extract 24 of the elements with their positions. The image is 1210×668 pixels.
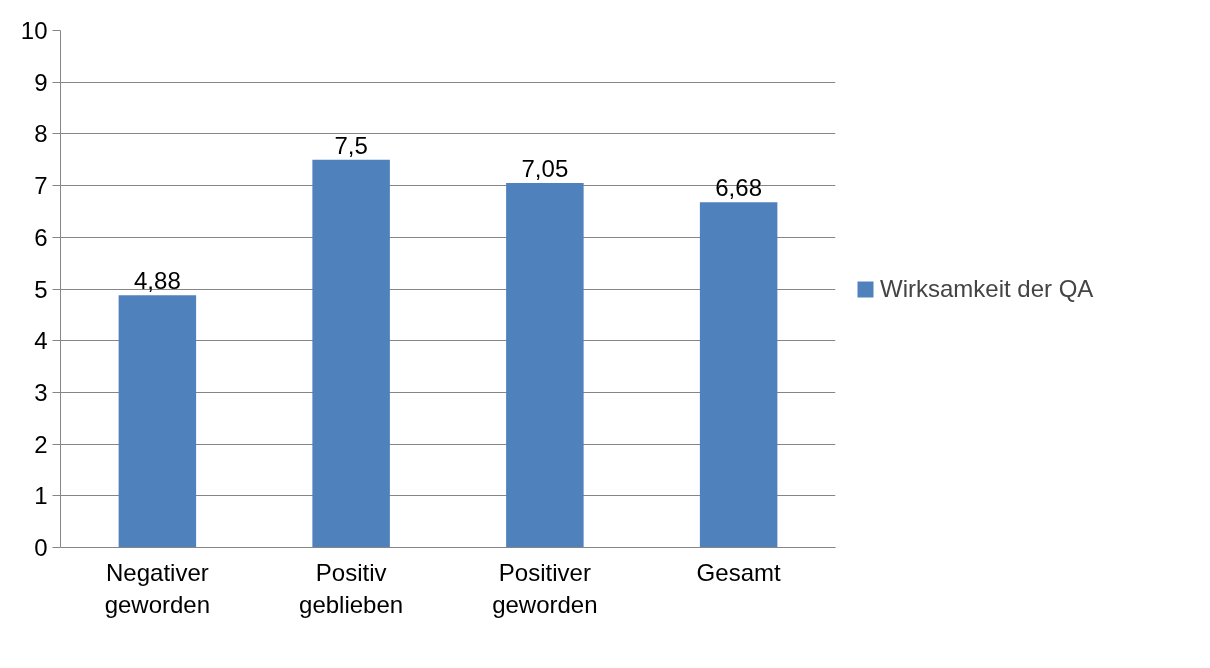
legend-label: Wirksamkeit der QA	[880, 274, 1094, 303]
data-label: 7,05	[521, 155, 569, 183]
y-tick-label: 9	[34, 68, 48, 96]
y-tick-label: 2	[34, 430, 48, 458]
y-tick-label: 1	[34, 482, 48, 510]
bar	[312, 159, 390, 548]
x-tick-label: Positiv geblieben	[299, 558, 404, 618]
x-tick-label: Positiver geworden	[492, 558, 598, 618]
y-tick-label: 0	[34, 534, 48, 561]
data-label: 4,88	[134, 267, 181, 295]
y-tick-label: 4	[34, 327, 48, 355]
bar	[699, 202, 778, 548]
y-tick-label: 3	[34, 378, 48, 406]
y-tick-label: 5	[34, 275, 48, 303]
y-tick-label: 7	[34, 172, 48, 200]
data-label: 6,68	[715, 174, 762, 202]
y-tick-label: 10	[20, 17, 48, 44]
bar	[506, 183, 584, 548]
x-tick-label: Negativer geworden	[104, 558, 211, 618]
x-tick-label: Gesamt	[696, 558, 781, 586]
y-tick-label: 8	[34, 120, 48, 148]
data-label: 7,5	[334, 131, 368, 159]
bar	[118, 295, 197, 548]
y-tick-label: 6	[34, 223, 48, 251]
